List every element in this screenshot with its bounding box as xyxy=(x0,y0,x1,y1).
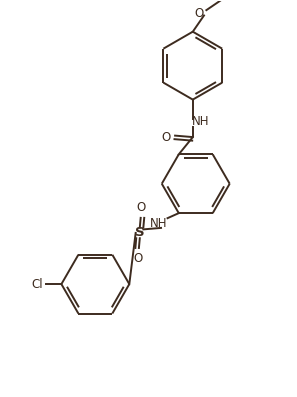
Text: O: O xyxy=(134,252,143,264)
Text: NH: NH xyxy=(192,115,210,128)
Text: S: S xyxy=(135,226,145,239)
Text: O: O xyxy=(162,131,171,144)
Text: O: O xyxy=(137,201,146,214)
Text: Cl: Cl xyxy=(31,278,43,291)
Text: O: O xyxy=(194,8,203,21)
Text: NH: NH xyxy=(150,217,168,230)
